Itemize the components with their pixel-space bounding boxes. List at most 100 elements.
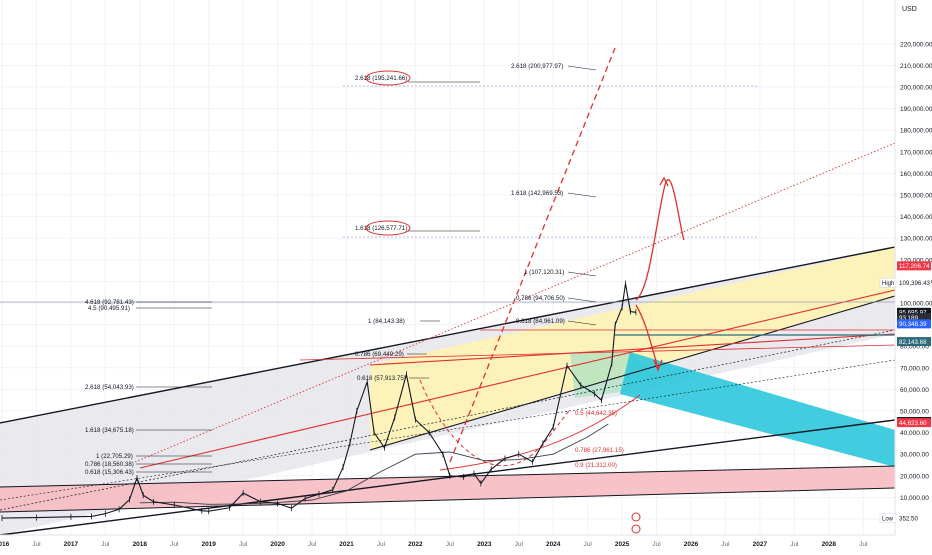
y-tick-label: 20,000.00 [900,473,929,480]
moving-average-line [139,423,609,505]
channel-upper-line [0,246,896,424]
x-tick-label: 2022 [408,541,423,548]
fib-right-level [567,271,597,277]
price-tag-box [897,313,931,323]
price-tag-prefix-box [879,513,897,523]
y-tick-label: 30,000.00 [900,452,929,459]
event-marker-icon[interactable] [631,512,641,522]
dotted-resistance-line [134,142,896,463]
line-layer [0,47,896,536]
currency-label: USD [902,6,917,13]
parabolic-dashed-line [449,47,616,463]
y-tick-label: 150,000.00 [900,193,932,200]
price-tag-value: 90,348.39 [899,321,927,328]
price-line [1,283,636,519]
x-tick-label: Jul [583,541,592,548]
fib-right-level [567,297,597,303]
y-tick-label: 10,000.00 [900,495,929,502]
x-tick-label: Jul [377,541,386,548]
red-band-top-line [0,465,896,488]
price-tag-box [897,513,931,523]
fib-mid-label: 1 (84,143.38) [368,318,405,325]
x-tick-label: Jul [790,541,799,548]
fib-left-label: 1 (22,705.29) [96,453,133,460]
x-tick-label: 2016 [0,541,10,548]
circled-target-label: 1.618 (126,577.71) [355,225,407,232]
fib-right-label: 1 (107,120.31) [524,269,564,276]
y-tick-label: 70,000.00 [900,365,929,372]
cyan-projection-zone [620,352,895,467]
price-tag-value: 93,189 [899,315,918,322]
fib-right-label: 1.618 (142,969.53) [511,190,563,197]
y-tick-label: 160,000.00 [900,171,932,178]
price-tag-box [897,307,931,317]
forecast-up-curve [635,179,685,301]
dividend-marker-icon[interactable] [631,524,641,534]
y-tick-label: 220,000.00 [900,41,932,48]
fib-right-level [567,320,597,326]
x-tick-label: Jul [446,541,455,548]
fib-mid-label: 0.618 (57,913.75) [357,375,406,382]
y-tick-label: 170,000.00 [900,149,932,156]
red-trend-line [139,289,896,469]
price-tag-box [897,418,931,428]
x-tick-label: 2019 [201,541,216,548]
price-tag-value: 95,695.97 [899,310,927,317]
forecast-down-curve [635,304,659,369]
fib-left-label: 0.786 (18,560.38) [85,461,134,468]
x-tick-label: Jul [170,541,179,548]
x-axis-panel[interactable] [0,535,932,550]
y-tick-label: 40,000.00 [900,430,929,437]
x-tick-label: Jul [101,541,110,548]
x-tick-label: 2023 [477,541,492,548]
channel-yellow-zone [370,247,895,450]
y-tick-label: 190,000.00 [900,106,932,113]
zone-layer [0,247,895,535]
y-axis-panel[interactable] [895,0,932,550]
price-tag-value: 109,396.43 [899,280,931,287]
fib-mid-label: 0.786 (69,449.29) [355,351,404,358]
x-tick-label: Jul [308,541,317,548]
channel-mid-line [369,295,896,451]
y-tick-label: 130,000.00 [900,236,932,243]
price-tag-prefix: Low [882,517,894,523]
target-circle [365,220,411,236]
fib-right-label: 0.786 (94,706.50) [516,295,565,302]
y-tick-label: 120,000.00 [900,257,932,264]
fib-right-level [567,192,597,198]
fib-left-label: 4.5 (90,495.91) [88,305,130,312]
fib-right-level [567,65,597,71]
x-ticks: 2016 Jul 2017 Jul 2018 Jul 2019 Jul 2020 Jul 2021 J… [0,541,868,548]
price-tag-box [897,278,931,288]
y-tick-label: 210,000.00 [900,63,932,70]
price-tags: 117,206.74 High 109,396.43 95,695.9793,1899… [879,261,931,523]
x-tick-label: 2028 [822,541,837,548]
x-tick-label: 2025 [615,541,630,548]
fib-red-label: 0.786 (27,961.15) [575,447,624,454]
y-tick-label: 60,000.00 [900,387,929,394]
event-icons [631,512,641,534]
x-tick-label: 2024 [546,541,561,548]
x-tick-label: 2017 [64,541,79,548]
price-tag-box [897,337,931,347]
dotted-support-line [0,329,896,511]
fib-right-label: 2.618 (200,977.97) [511,63,563,70]
x-tick-label: Jul [32,541,41,548]
fib-left-label: 2.618 (54,043.93) [85,384,134,391]
channel-red-zone [0,466,895,512]
y-tick-label: 100,000.00 [900,301,932,308]
accumulation-dashed-curve [419,379,571,467]
y-tick-label: 140,000.00 [900,214,932,221]
fib-red-label: 0.5 (44,642.35) [575,410,617,417]
price-tag-prefix: High [882,281,894,287]
fib-left-label: 4.618 (92,781.43) [85,299,134,306]
x-tick-label: Jul [239,541,248,548]
forecast-up-arrow [659,176,669,187]
price-layer [1,280,637,522]
price-tag-prefix-box [879,277,897,288]
price-tag-box [897,319,931,329]
fib-red-label: 0.9 (21,312.00) [575,462,617,469]
